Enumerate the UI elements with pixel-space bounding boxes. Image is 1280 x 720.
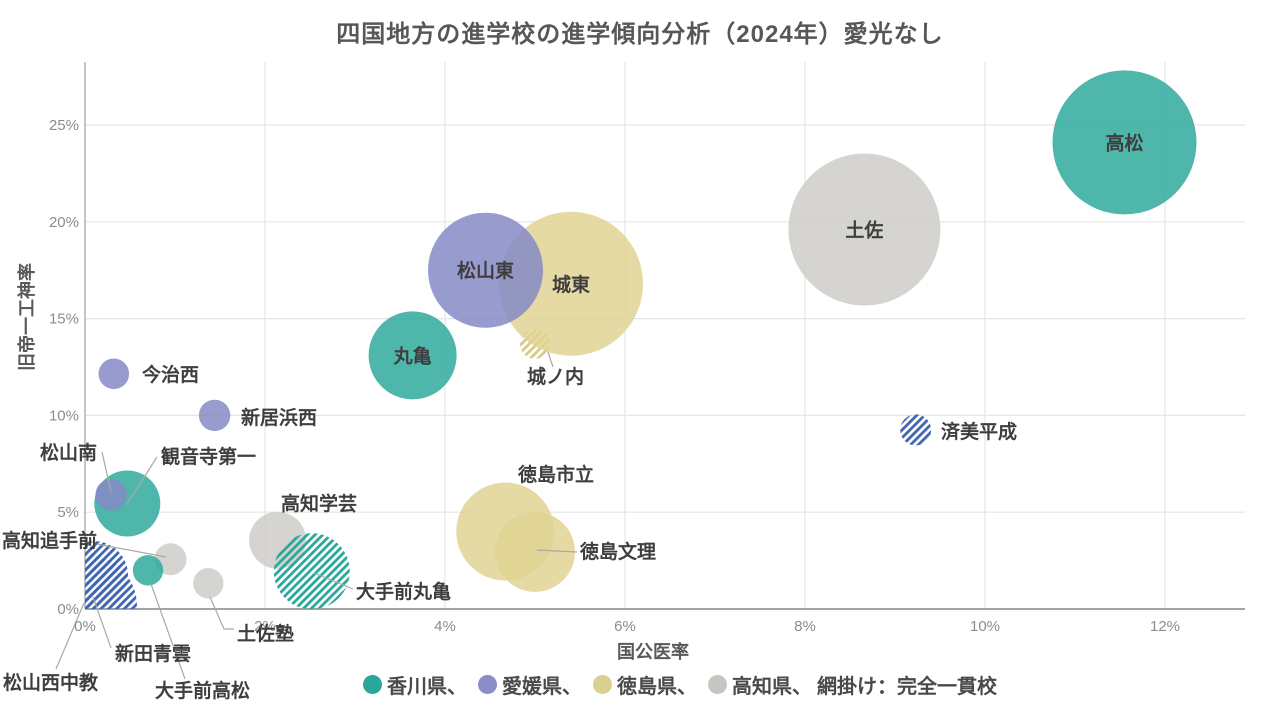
leader-line-高知追手前 xyxy=(96,543,167,558)
bubble-label-松山東: 松山東 xyxy=(457,259,514,282)
x-tick-2%: 2% xyxy=(254,618,276,635)
bubble-済美平成 xyxy=(900,414,932,446)
bubble-label-高知追手前: 高知追手前 xyxy=(2,529,97,552)
legend-dot-kagawa xyxy=(363,674,382,694)
legend-dot-tokushima xyxy=(593,674,612,694)
leader-line-松山南 xyxy=(101,451,112,493)
legend-label-kochi: 高知県、 xyxy=(732,675,812,698)
bubble-土佐 xyxy=(788,153,941,306)
x-axis-title: 国公医率 xyxy=(617,641,689,662)
chart-title: 四国地方の進学校の進学傾向分析（2024年）愛光なし xyxy=(336,21,944,48)
bubble-label-城東: 城東 xyxy=(552,273,590,296)
bubble-松山南 xyxy=(95,479,127,511)
legend-item-kagawa: 香川県、 xyxy=(363,670,467,699)
y-tick-25%: 25% xyxy=(49,117,79,134)
leader-line-観音寺第一 xyxy=(126,456,158,505)
bubble-松山東 xyxy=(428,212,543,328)
chart-legend: 香川県、 愛媛県、 徳島県、 高知県、 網掛け：完全一貫校 xyxy=(340,668,1020,700)
bubble-label-新田青雲: 新田青雲 xyxy=(115,642,191,665)
bubble-丸亀 xyxy=(368,311,457,400)
bubble-label-土佐: 土佐 xyxy=(845,219,883,242)
leader-line-大手前丸亀 xyxy=(313,572,354,590)
legend-item-ehime: 愛媛県、 xyxy=(478,670,582,699)
x-tick-10%: 10% xyxy=(970,618,1000,635)
x-tick-12%: 12% xyxy=(1150,618,1180,635)
legend-label-kagawa: 香川県、 xyxy=(387,675,467,698)
leader-lines-layer xyxy=(55,351,578,680)
y-axis-title: 旧帝一工神率 xyxy=(16,263,37,371)
leader-line-新田青雲 xyxy=(92,596,112,649)
y-tick-5%: 5% xyxy=(57,504,79,521)
x-tick-8%: 8% xyxy=(794,618,816,635)
bubbles-layer xyxy=(85,70,1197,609)
legend-item-tokushima: 徳島県、 xyxy=(593,670,697,699)
bubble-土佐塾 xyxy=(193,568,224,599)
gridlines xyxy=(85,62,1245,609)
legend-item-kochi: 高知県、 xyxy=(708,670,812,699)
x-tick-labels: 0% 2% 4% 6% 8% 10% 12% xyxy=(74,618,1180,635)
y-tick-20%: 20% xyxy=(49,214,79,231)
bubble-label-済美平成: 済美平成 xyxy=(941,420,1017,443)
bubble-label-徳島市立: 徳島市立 xyxy=(517,463,594,486)
y-tick-0%: 0% xyxy=(57,601,79,618)
bubble-label-今治西: 今治西 xyxy=(141,363,199,386)
leader-line-松山西中教 xyxy=(55,602,85,670)
bubble-label-高知学芸: 高知学芸 xyxy=(281,492,357,515)
bubble-label-土佐塾: 土佐塾 xyxy=(237,622,294,645)
x-tick-6%: 6% xyxy=(614,618,636,635)
legend-label-ehime: 愛媛県、 xyxy=(502,675,582,698)
bubble-高松 xyxy=(1052,70,1197,215)
bubble-label-松山西中教: 松山西中教 xyxy=(3,671,99,694)
bubble-label-新居浜西: 新居浜西 xyxy=(241,406,317,429)
bubble-label-大手前高松: 大手前高松 xyxy=(155,679,250,702)
legend-dot-kochi xyxy=(708,674,727,694)
bubble-label-大手前丸亀: 大手前丸亀 xyxy=(356,580,451,603)
y-tick-10%: 10% xyxy=(49,407,79,424)
bubble-label-観音寺第一: 観音寺第一 xyxy=(161,445,256,468)
bubble-label-丸亀: 丸亀 xyxy=(393,345,432,367)
bubble-今治西 xyxy=(98,358,130,390)
leader-line-城ノ内 xyxy=(547,351,554,368)
bubble-新居浜西 xyxy=(198,399,231,432)
leader-line-徳島文理 xyxy=(536,549,578,553)
y-tick-15%: 15% xyxy=(49,311,79,328)
bubble-大手前高松 xyxy=(132,555,164,586)
bubble-徳島文理 xyxy=(495,511,575,592)
bubble-label-徳島文理: 徳島文理 xyxy=(579,540,656,563)
leader-line-大手前高松 xyxy=(150,583,186,680)
bubble-label-高松: 高松 xyxy=(1105,131,1143,154)
bubble-label-城ノ内: 城ノ内 xyxy=(527,365,584,388)
y-tick-labels: 0% 5% 10% 15% 20% 25% xyxy=(49,117,79,618)
bubble-label-松山南: 松山南 xyxy=(40,441,97,464)
legend-label-tokushima: 徳島県、 xyxy=(617,675,697,698)
legend-hatch-note: 網掛け：完全一貫校 xyxy=(817,675,997,698)
x-tick-0%: 0% xyxy=(74,618,96,635)
bubble-新田青雲 xyxy=(85,541,128,609)
bubble-大手前丸亀 xyxy=(273,533,350,609)
legend-dot-ehime xyxy=(478,674,497,694)
x-tick-4%: 4% xyxy=(434,618,456,635)
leader-line-土佐塾 xyxy=(209,596,234,630)
